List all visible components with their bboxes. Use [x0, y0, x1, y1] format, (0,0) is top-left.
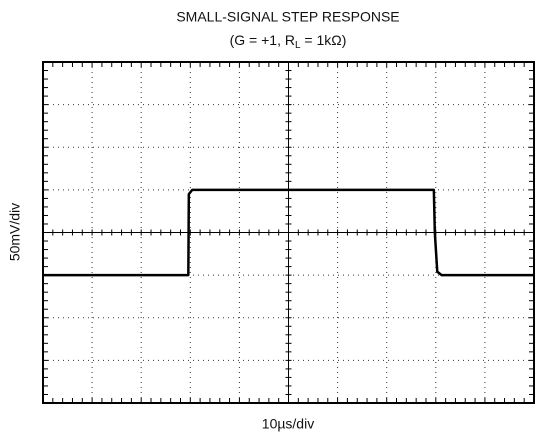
- subtitle-subscript: L: [295, 40, 301, 51]
- y-axis-label: 50mV/div: [7, 203, 23, 261]
- x-axis-label: 10µs/div: [262, 416, 314, 432]
- chart-title: SMALL-SIGNAL STEP RESPONSE: [176, 9, 399, 25]
- chart-subtitle: (G = +1, RL = 1kΩ): [230, 32, 347, 51]
- subtitle-part: (G = +1, R: [230, 32, 295, 48]
- subtitle-part: = 1kΩ): [301, 32, 347, 48]
- waveform: [43, 188, 534, 277]
- plot-frame: [42, 61, 535, 404]
